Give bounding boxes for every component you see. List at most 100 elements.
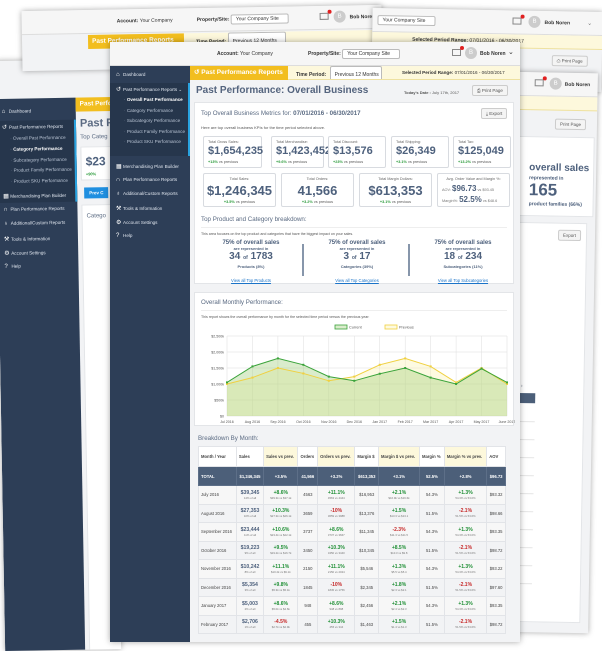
metric-change: +90% bbox=[85, 171, 97, 177]
sidebar-item-dashboard[interactable]: ⌂ Dashboard bbox=[116, 72, 146, 78]
lightbulb-icon: ♁ bbox=[116, 191, 121, 197]
metric-change: +3.1% vs previous bbox=[396, 160, 428, 164]
y-tick-label: $500k bbox=[214, 399, 224, 403]
value-cell: +1.3% 54.3% vs 53.0% bbox=[443, 485, 488, 505]
x-tick-label: Aug 2016 bbox=[245, 420, 260, 424]
envelope-icon[interactable] bbox=[512, 17, 522, 25]
value-cell: -10% 1845 vs 1756 bbox=[317, 577, 356, 597]
margin-pct-cell: 54.3% bbox=[418, 485, 445, 505]
metric-change: +3.5% vs previous bbox=[223, 200, 256, 204]
view-all-link[interactable]: View all Top Categories bbox=[335, 278, 379, 283]
column-header[interactable]: Sales vs prev. bbox=[263, 446, 299, 467]
column-header[interactable]: AOV bbox=[486, 446, 506, 467]
sidebar-item-past-performance[interactable]: ↺ Past Performance Reports bbox=[1, 123, 64, 131]
y-tick-label: $2,500k bbox=[211, 335, 224, 339]
value-cell: +11.1% 2150 vs 2024 bbox=[317, 559, 356, 579]
column-header[interactable]: Margin $ vs prev. bbox=[378, 446, 420, 467]
view-all-link[interactable]: View all Top Products bbox=[231, 278, 271, 283]
breakdown-number: 165 bbox=[528, 180, 558, 200]
sidebar-subitem[interactable]: Product SKU Performance bbox=[124, 139, 181, 144]
legend-label: Current bbox=[349, 326, 363, 330]
avatar[interactable]: B bbox=[549, 77, 562, 90]
time-period-select[interactable]: Previous 12 Months bbox=[329, 66, 382, 79]
sidebar-item-past-performance[interactable]: ↺ Past Performance Reports ⌄ bbox=[116, 87, 183, 93]
front-window: Account: Your Company Property/Site: You… bbox=[110, 42, 520, 642]
legend-swatch[interactable] bbox=[384, 324, 398, 330]
print-page-button[interactable]: ⎙ Print Page bbox=[551, 55, 588, 67]
metric-change: +13% vs previous bbox=[208, 160, 239, 164]
metric-value: $13,576 bbox=[333, 145, 373, 157]
sidebar-item[interactable]: ▦Merchandising Plan Builder bbox=[116, 164, 179, 170]
property-select[interactable]: Your Company Site bbox=[342, 49, 401, 59]
value-cell: +1.3% $5.5 vs $5.4 bbox=[378, 559, 420, 579]
month-cell: October 2016 bbox=[198, 540, 237, 560]
column-header[interactable]: Sales bbox=[235, 446, 265, 467]
property-select[interactable]: Your Company Site bbox=[230, 13, 289, 25]
export-button[interactable]: ⤓ Export bbox=[481, 108, 508, 119]
avatar[interactable]: B bbox=[465, 47, 477, 59]
sidebar: ⌂Dashboard ↺Past Performance Reports ⌄ O… bbox=[110, 66, 190, 642]
data-point bbox=[378, 372, 381, 375]
avatar[interactable]: B bbox=[528, 15, 541, 28]
sidebar-subitem[interactable]: Product SKU Performance bbox=[11, 178, 68, 184]
legend-swatch[interactable] bbox=[334, 324, 348, 330]
breakdown-item: 75% of overall sales are represented in 3 … bbox=[328, 240, 386, 283]
value-cell: +2.1% $16.9k vs $16.6k bbox=[378, 485, 420, 505]
sidebar-item[interactable]: ⚙ Account Settings bbox=[4, 250, 46, 257]
margin-pct-cell: 54.3% bbox=[418, 596, 445, 616]
avatar[interactable]: B bbox=[333, 10, 346, 23]
sidebar-item[interactable]: ⚒ Tools & Information bbox=[116, 206, 163, 212]
breakdown-item: 75% of overall sales are represented in 34… bbox=[222, 240, 280, 283]
data-point bbox=[404, 357, 407, 360]
envelope-icon[interactable] bbox=[534, 79, 544, 87]
property-select[interactable]: Your Company Site bbox=[377, 15, 436, 27]
column-header[interactable]: Orders bbox=[297, 446, 319, 467]
sidebar-item[interactable]: ⚒ Tools & Information bbox=[3, 236, 51, 243]
value-cell: $2,706 1% of all bbox=[235, 614, 265, 634]
aov-cell: $98.72 bbox=[486, 540, 506, 560]
sidebar-item[interactable]: ? Help bbox=[4, 263, 21, 270]
column-header[interactable]: Orders vs prev. bbox=[317, 446, 356, 467]
sidebar-subitem[interactable]: Category Performance bbox=[124, 108, 173, 113]
sidebar-item[interactable]: ♁ Additional/Custom Reports bbox=[3, 219, 66, 227]
sidebar-item[interactable]: ∩ Plan Performance Reports bbox=[3, 205, 65, 213]
print-page-button[interactable]: Print Page bbox=[554, 118, 587, 131]
sidebar-item[interactable]: ♁ Additional/Custom Reports bbox=[116, 191, 178, 197]
envelope-icon[interactable] bbox=[319, 12, 329, 20]
aov-cell: $93.35 bbox=[486, 596, 506, 616]
column-header[interactable]: Margin % vs prev. bbox=[443, 446, 488, 467]
chevron-down-icon[interactable]: ⌄ bbox=[587, 20, 592, 27]
table-heading: Breakdown By Month: bbox=[198, 435, 259, 442]
column-header[interactable]: Month / Year bbox=[198, 446, 237, 467]
envelope-icon[interactable] bbox=[452, 46, 464, 56]
chevron-down-icon[interactable]: ⌄ bbox=[508, 49, 514, 56]
sidebar-subitem[interactable]: Subcategory Performance bbox=[124, 118, 180, 123]
sidebar-subitem[interactable]: Product Family Performance bbox=[11, 167, 72, 173]
value-cell: +11.1% $10.2k vs $9.1k bbox=[263, 559, 299, 579]
month-cell: November 2016 bbox=[198, 559, 237, 579]
print-page-button[interactable]: ⎙ Print Page bbox=[472, 85, 508, 96]
home-icon: ⌂ bbox=[116, 72, 120, 78]
view-all-link[interactable]: View all Top Subcategories bbox=[437, 278, 489, 283]
column-header[interactable]: Margin % bbox=[418, 446, 445, 467]
sidebar-subitem[interactable]: Product Family Performance bbox=[124, 129, 185, 134]
sidebar-item[interactable]: ⚙ Account Settings bbox=[116, 220, 158, 226]
y-tick-label: $1,500k bbox=[211, 367, 224, 371]
sidebar-item[interactable]: ? Help bbox=[116, 233, 133, 239]
export-button[interactable]: Export bbox=[557, 229, 582, 242]
sidebar-subitem-active[interactable]: Category Performance bbox=[10, 146, 62, 152]
data-point bbox=[327, 379, 330, 382]
sidebar-subitem[interactable]: Overall Past Performance bbox=[10, 135, 66, 141]
x-tick-label: Nov 2016 bbox=[321, 420, 336, 424]
aov-cell: $93.35 bbox=[486, 522, 506, 542]
sidebar-item[interactable]: ▦Merchandising Plan Builder bbox=[3, 192, 67, 200]
sidebar-item-dashboard[interactable]: ⌂ Dashboard bbox=[1, 108, 32, 115]
sidebar-subitem[interactable]: Subcategory Performance bbox=[11, 157, 67, 163]
x-tick-label: Mar 2017 bbox=[423, 420, 438, 424]
sidebar-item[interactable]: ∩ Plan Performance Reports bbox=[116, 177, 178, 183]
column-header[interactable]: Margin $ bbox=[354, 446, 380, 467]
sidebar-subitem-active[interactable]: Overall Past Performance bbox=[124, 97, 183, 102]
prev-button[interactable]: Prev C bbox=[84, 187, 109, 199]
history-icon: ↺ bbox=[194, 69, 202, 76]
metric-card: Total Gross Sales: $1,654,235 +13% vs prev… bbox=[203, 136, 263, 168]
